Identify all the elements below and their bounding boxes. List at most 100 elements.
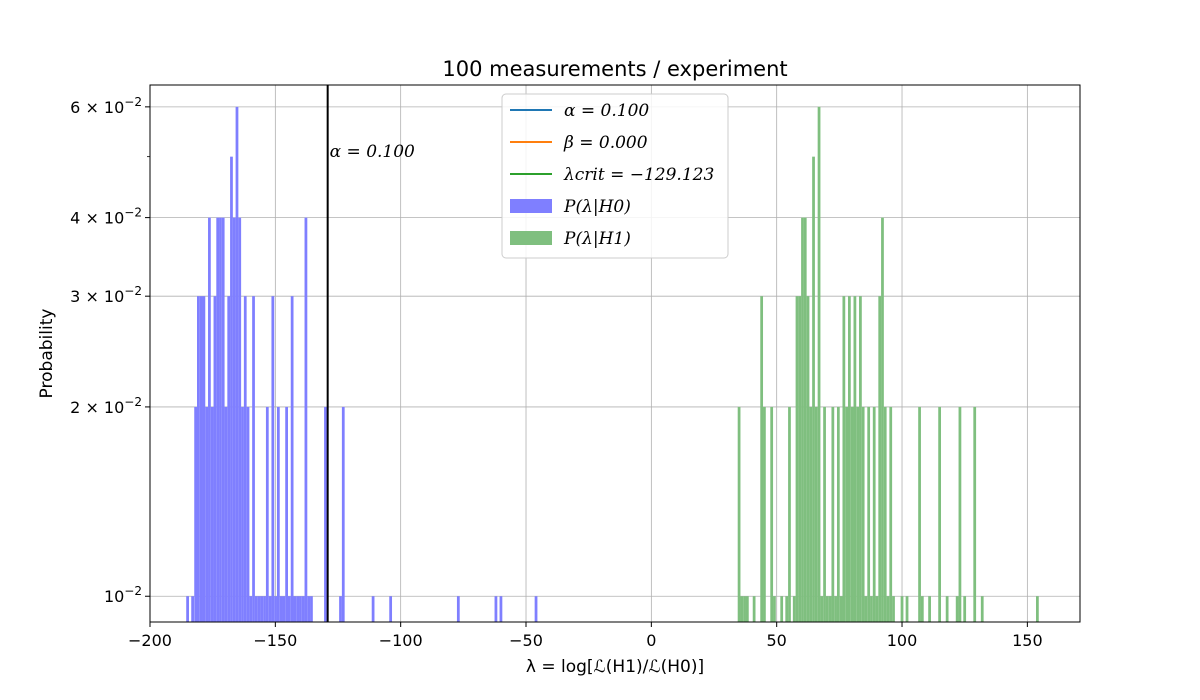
x-axis-label: λ = log[ℒ(H1)/ℒ(H0)] [526,657,704,677]
legend-label: β = 0.000 [563,133,648,153]
h1-histogram-bar [892,596,895,622]
h1-histogram-bar [938,406,942,622]
h1-histogram-bar [920,596,924,622]
h0-histogram-bar [265,406,269,622]
h1-histogram-bar [883,406,887,622]
h1-histogram-bar [809,406,813,622]
h0-histogram-bar [232,217,236,623]
h0-histogram-bar [307,596,311,622]
h0-histogram-bar [199,296,203,622]
h1-histogram-bar [881,217,884,623]
h1-histogram-bar [745,596,749,622]
h0-histogram-bar [341,406,345,622]
h0-histogram-bar [216,217,220,623]
h1-histogram-bar [788,406,791,622]
h0-histogram-bar [285,406,288,622]
h0-histogram-bar [208,217,211,623]
h0-histogram-bar [263,596,266,622]
h1-histogram-bar [963,596,967,622]
h0-histogram-bar [238,217,242,623]
h0-histogram-bar [274,596,277,622]
h1-histogram-bar [836,406,840,622]
x-tick-label: −50 [509,631,543,650]
x-tick-label: 0 [646,631,656,650]
h0-histogram-bar [499,596,503,622]
h0-histogram-bar [279,596,283,622]
h1-histogram-bar [737,406,741,622]
h1-histogram-bar [900,596,904,622]
h1-histogram-bar [785,596,789,622]
h0-histogram-bar [304,217,308,623]
h0-histogram-bar [227,296,231,622]
h0-histogram-bar [276,406,280,622]
h1-histogram-bar [806,296,810,622]
h1-histogram-bar [875,596,879,622]
h1-histogram-bar [823,406,826,622]
h0-histogram-bar [301,596,305,622]
legend-box [501,93,729,259]
h1-histogram-bar [856,406,860,622]
h0-histogram-bar [219,217,222,623]
critical-line-group: α = 0.100 [326,85,415,622]
h0-histogram-bar [371,596,375,622]
h1-histogram-bar [848,296,851,622]
h1-histogram-bar [814,406,818,622]
x-axis-ticks: −200 −150 −100 −50 0 50 100 150 [128,622,1043,650]
h0-histogram-bar [252,296,255,622]
legend-label: α = 0.100 [564,101,649,121]
h0-histogram-bar [191,596,194,622]
h0-histogram-bar [296,596,300,622]
h1-histogram-bar [859,296,862,622]
h1-histogram-bar [770,406,774,622]
h1-histogram-bar [773,596,776,622]
h0-histogram-bar [213,296,217,622]
h1-histogram-bar [905,596,909,622]
h1-histogram-bar [834,596,837,622]
x-tick-label: 100 [887,631,918,650]
h0-histogram-bar [310,596,313,622]
h1-histogram-bar [801,217,804,623]
h1-histogram-bar [812,156,815,622]
legend-label: P(λ|H0) [563,197,631,217]
h1-histogram-bar [798,296,802,622]
h0-histogram-bar [221,217,225,623]
h0-histogram-bar [257,596,261,622]
x-tick-label: −200 [128,631,172,650]
h0-histogram-bar [494,596,498,622]
h0-histogram-bar [186,596,189,622]
h1-histogram-bar [955,596,959,622]
h1-histogram-bar [839,596,843,622]
y-tick-label: 2 × 10−2 [70,395,142,417]
critical-line-annotation: α = 0.100 [330,142,415,162]
y-axis-ticks: 10−2 2 × 10−2 3 × 10−2 4 × 10−2 6 × 10−2 [70,95,150,606]
h1-histogram-bar [845,406,849,622]
h1-histogram-bar [889,406,893,622]
x-tick-label: 50 [767,631,787,650]
h1-histogram-bar [740,596,744,622]
chart-title: 100 measurements / experiment [442,57,787,81]
h1-histogram-bar [795,296,799,622]
h1-histogram-bar [831,406,835,622]
h1-histogram-bar [973,406,977,622]
h1-histogram-bar [861,406,865,622]
h0-histogram-bar [246,406,250,622]
h1-histogram-bar [842,296,846,622]
x-tick-label: −100 [379,631,423,650]
h1-histogram-bar [867,406,871,622]
y-tick-label: 10−2 [104,584,142,606]
h0-histogram-bar [202,296,206,622]
h0-histogram-bar [260,596,264,622]
h0-histogram-bar [197,296,200,622]
h1-histogram-bar [918,406,921,622]
h1-histogram-bar [792,596,796,622]
h1-histogram-bar [945,596,949,622]
h1-histogram-bar [763,406,766,622]
h0-histogram-bar [210,406,214,622]
legend: α = 0.100 β = 0.000 λcrit = −129.123 P(λ|H0… [501,93,729,259]
h1-histogram-bar [743,596,746,622]
h0-histogram-bar [339,596,342,622]
h1-histogram-bar [870,596,873,622]
h0-histogram-bar [235,106,239,623]
h1-histogram-bar [760,296,764,622]
